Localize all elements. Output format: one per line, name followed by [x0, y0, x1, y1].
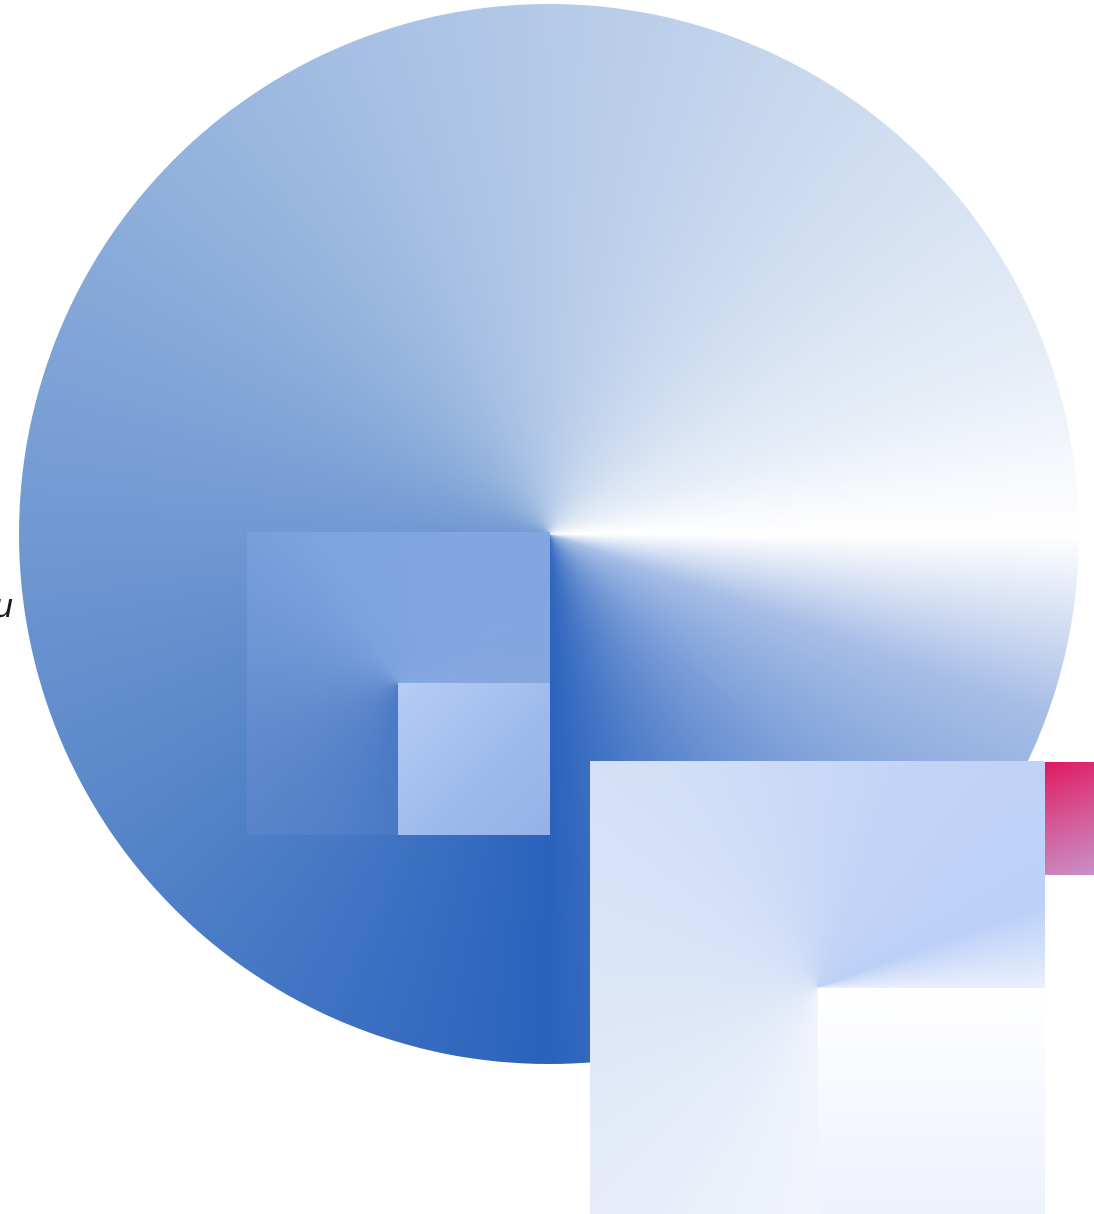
- pink-accent-block: [1045, 762, 1094, 875]
- gradient-square-lower-inner: [818, 988, 1045, 1214]
- gradient-square-mid-inner: [398, 683, 550, 835]
- gradient-square-lower: [590, 761, 1045, 1214]
- edge-letter-u: u: [0, 589, 13, 623]
- gradient-square-mid: [247, 532, 550, 835]
